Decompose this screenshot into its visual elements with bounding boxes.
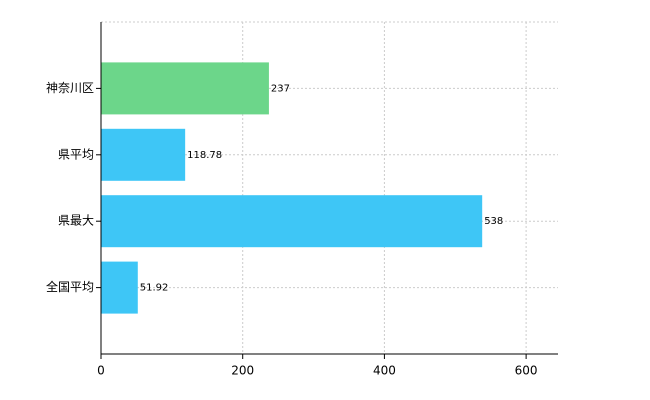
x-tick-label: 200 (231, 364, 254, 378)
value-label: 51.92 (140, 283, 169, 294)
bar (101, 128, 186, 181)
value-label: 538 (484, 216, 503, 227)
y-tick-label: 神奈川区 (46, 81, 94, 95)
y-tick-label: 県平均 (58, 147, 94, 161)
value-label: 237 (271, 83, 290, 94)
bar (101, 62, 269, 115)
x-tick-label: 600 (515, 364, 538, 378)
value-label: 118.78 (187, 150, 222, 161)
x-tick-label: 400 (373, 364, 396, 378)
x-tick-label: 0 (97, 364, 105, 378)
bar (101, 195, 483, 248)
bar (101, 261, 138, 314)
y-tick-label: 全国平均 (46, 279, 94, 294)
y-tick-label: 県最大 (58, 214, 94, 228)
